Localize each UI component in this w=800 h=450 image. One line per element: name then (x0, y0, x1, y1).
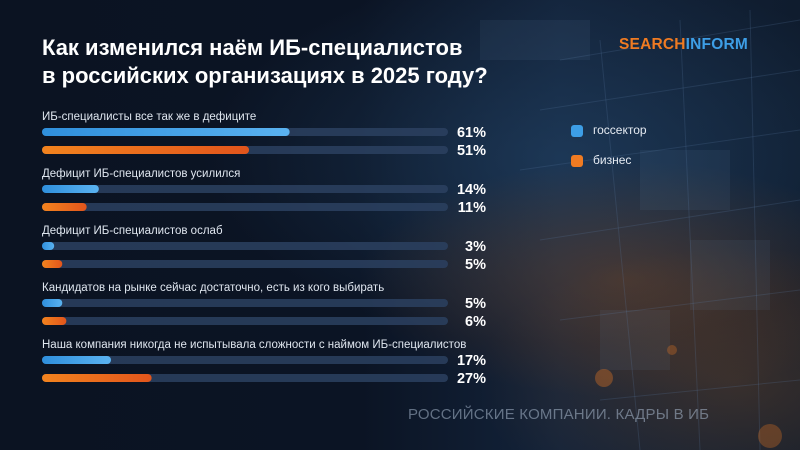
category-label: ИБ-специалисты все так же в дефиците (42, 111, 256, 123)
bar-business (42, 374, 152, 382)
glow-spot (667, 345, 677, 355)
searchinform-logo: SEARCHINFORM (619, 36, 748, 54)
maze-line (519, 129, 800, 171)
bar-gov (42, 356, 112, 364)
value-label: 17% (457, 353, 486, 369)
logo-part-search: SEARCH (619, 36, 686, 53)
maze-line (679, 19, 701, 450)
maze-line (559, 289, 800, 321)
glow-spot (758, 424, 782, 448)
value-label: 51% (457, 143, 486, 159)
bar-gov (42, 299, 63, 307)
category-label: Дефицит ИБ-специалистов усилился (42, 168, 240, 180)
page-title-line-2: в российских организациях в 2025 году? (42, 63, 488, 88)
bar-gov (42, 128, 290, 136)
maze-block (480, 20, 590, 60)
logo-part-inform: INFORM (685, 36, 748, 53)
page-title: Как изменился наём ИБ-специалистов в рос… (42, 34, 488, 90)
bar-track (42, 260, 448, 268)
category-label: Дефицит ИБ-специалистов ослаб (42, 225, 223, 237)
value-label: 27% (457, 371, 486, 387)
legend-label-business: бизнес (593, 153, 632, 167)
maze-line (599, 379, 800, 401)
bar-track (42, 356, 448, 364)
bar-track (42, 317, 448, 325)
bar-gov (42, 242, 55, 250)
bar-business (42, 260, 63, 268)
bar-business (42, 203, 87, 211)
footer-caption: РОССИЙСКИЕ КОМПАНИИ. КАДРЫ В ИБ (408, 406, 710, 423)
maze-line (539, 199, 800, 241)
bar-track (42, 185, 448, 193)
legend-label-gov: госсектор (593, 123, 647, 137)
glow-spot (595, 369, 613, 387)
maze-line (749, 9, 761, 450)
bar-gov (42, 185, 99, 193)
maze-block (640, 150, 730, 210)
legend-swatch-gov (571, 125, 583, 137)
value-label: 61% (457, 125, 486, 141)
bar-track (42, 299, 448, 307)
maze-line (539, 69, 800, 111)
value-label: 14% (457, 182, 486, 198)
legend-swatch-business (571, 155, 583, 167)
page-title-line-1: Как изменился наём ИБ-специалистов (42, 35, 463, 60)
maze-block (690, 240, 770, 310)
value-label: 3% (465, 239, 486, 255)
bar-business (42, 317, 67, 325)
bar-track (42, 242, 448, 250)
maze-line (559, 19, 800, 61)
value-label: 11% (458, 200, 486, 216)
bar-business (42, 146, 250, 154)
category-label: Наша компания никогда не испытывала слож… (42, 339, 466, 351)
category-label: Кандидатов на рынке сейчас достаточно, е… (42, 282, 384, 294)
maze-block (600, 310, 670, 370)
value-label: 5% (465, 257, 486, 273)
value-label: 5% (465, 296, 486, 312)
bar-track (42, 203, 448, 211)
value-label: 6% (465, 314, 486, 330)
maze-line (599, 39, 641, 450)
